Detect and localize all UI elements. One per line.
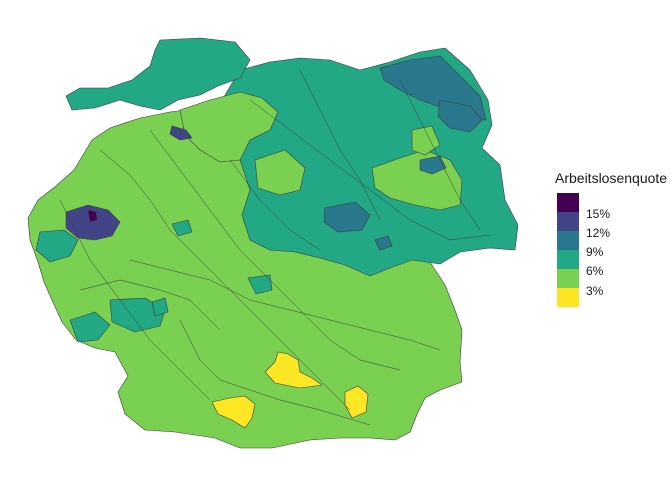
district-region-uckermark[interactable] [437,99,483,133]
district-region-nuremberg[interactable] [247,274,273,295]
district-region-halle[interactable] [323,201,371,233]
district-region-kassel[interactable] [171,219,193,237]
district-region-guenzburg[interactable] [211,395,256,429]
legend-swatch-lowest [557,288,579,307]
district-region-bremen[interactable] [169,125,193,141]
district-gelsenkirchen[interactable] [87,209,98,223]
legend-swatch-low [557,269,579,288]
district-region-gera[interactable] [374,235,393,251]
district-region-north-coast[interactable] [65,37,251,111]
district-region-eichstaett[interactable] [264,351,323,389]
district-region-palatinate[interactable] [109,297,166,333]
district-region-ruhr[interactable] [65,204,121,241]
legend-swatch-highest [557,193,579,212]
legend-label: 12% [586,226,611,240]
district-region-lower-saxony[interactable] [179,91,279,163]
district-region-mannheim[interactable] [151,297,169,317]
district-region-saarland[interactable] [69,311,111,343]
district-borders [59,69,491,426]
district-region-cologne[interactable] [35,229,79,263]
legend-label: 6% [586,264,604,278]
district-region-south-east-light[interactable] [411,125,441,156]
legend-swatch-mid-high [557,231,579,250]
district-region-cottbus[interactable] [419,155,447,175]
legend-label: 9% [586,245,604,259]
legend-label: 15% [586,207,611,221]
district-region-thuringia[interactable] [254,149,306,196]
legend-colorbar [557,193,579,307]
legend-swatch-mid [557,250,579,269]
legend-title: Arbeitslosenquote [555,170,668,186]
legend-label: 3% [586,284,604,298]
legend-swatch-high [557,212,579,231]
